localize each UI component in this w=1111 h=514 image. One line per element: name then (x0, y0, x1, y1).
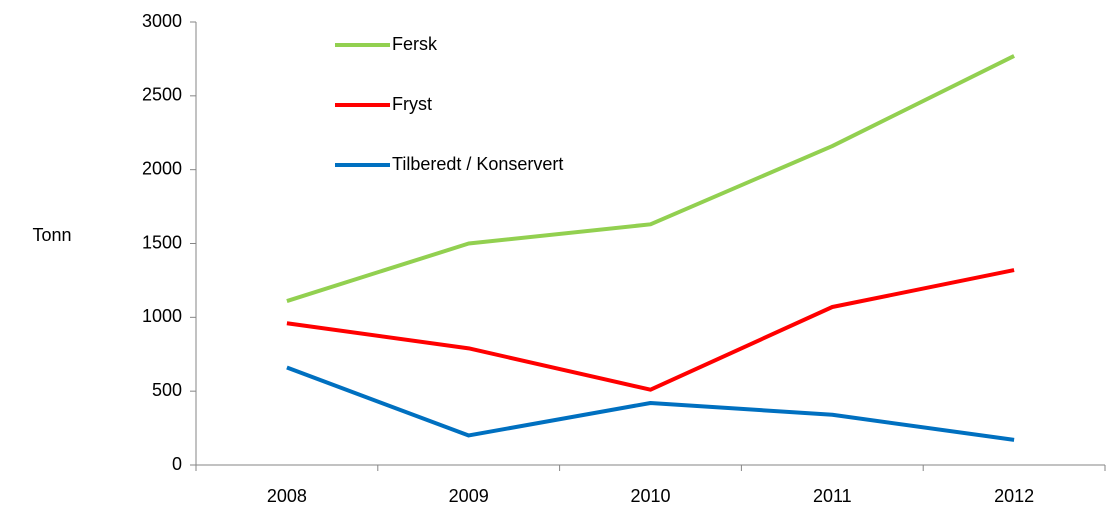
legend-label: Fryst (392, 94, 432, 114)
y-tick-label: 1000 (142, 306, 182, 326)
y-tick-label: 2000 (142, 158, 182, 178)
x-tick-label: 2011 (813, 486, 852, 506)
x-tick-label: 2012 (994, 486, 1034, 506)
y-axis-label: Tonn (32, 225, 71, 245)
x-tick-label: 2008 (267, 486, 307, 506)
y-tick-label: 1500 (142, 232, 182, 252)
y-tick-label: 500 (152, 380, 182, 400)
y-tick-label: 0 (172, 454, 182, 474)
x-tick-label: 2010 (630, 486, 670, 506)
data-line (286, 54, 1015, 303)
legend-label: Tilberedt / Konservert (392, 154, 563, 174)
y-tick-label: 2500 (142, 85, 182, 105)
x-tick-label: 2009 (449, 486, 489, 506)
data-line (286, 365, 1015, 442)
data-line (286, 268, 1015, 392)
y-tick-label: 3000 (142, 11, 182, 31)
legend-label: Fersk (392, 34, 438, 54)
